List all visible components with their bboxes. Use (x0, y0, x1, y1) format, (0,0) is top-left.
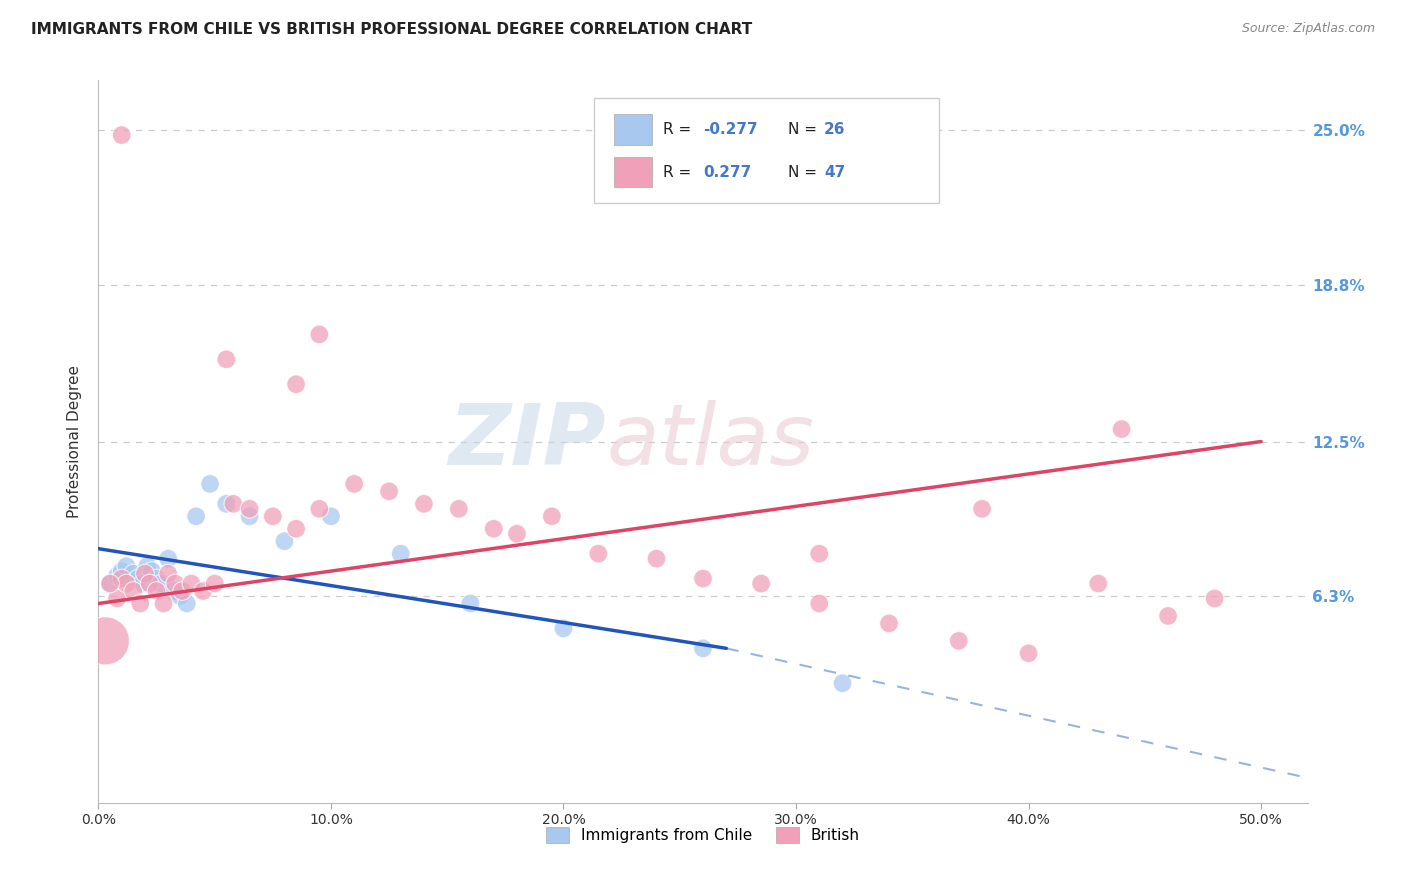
Y-axis label: Professional Degree: Professional Degree (67, 365, 83, 518)
Point (127, 572, 149, 586)
Point (482, 522, 505, 536)
Point (1087, 576, 1109, 591)
FancyBboxPatch shape (613, 157, 652, 187)
Point (319, 509, 342, 524)
Text: R =: R = (664, 164, 696, 179)
Point (506, 526, 529, 541)
Point (749, 576, 772, 591)
Point (645, 551, 668, 566)
Point (808, 597, 831, 611)
Point (540, 509, 562, 524)
Point (239, 501, 262, 516)
Point (970, 501, 993, 516)
Point (122, 584, 145, 599)
Point (191, 584, 214, 599)
Text: R =: R = (664, 122, 696, 136)
Point (98, 576, 121, 591)
Point (460, 597, 482, 611)
Point (285, 522, 308, 536)
Point (169, 589, 191, 603)
Point (105, 591, 128, 606)
Text: ZIP: ZIP (449, 400, 606, 483)
Point (1157, 609, 1180, 624)
FancyBboxPatch shape (613, 114, 652, 145)
Point (308, 327, 330, 342)
Point (111, 128, 134, 142)
Point (204, 576, 226, 591)
Point (215, 497, 238, 511)
Point (145, 572, 167, 586)
Text: IMMIGRANTS FROM CHILE VS BRITISH PROFESSIONAL DEGREE CORRELATION CHART: IMMIGRANTS FROM CHILE VS BRITISH PROFESS… (31, 22, 752, 37)
Point (343, 476, 366, 491)
Point (308, 501, 330, 516)
Point (115, 559, 138, 574)
Point (176, 597, 198, 611)
Point (1111, 422, 1133, 436)
Point (165, 576, 187, 591)
Point (162, 584, 184, 599)
Text: Source: ZipAtlas.com: Source: ZipAtlas.com (1241, 22, 1375, 36)
Point (948, 633, 970, 648)
Text: N =: N = (787, 122, 821, 136)
Point (136, 559, 159, 574)
Point (588, 547, 610, 561)
Point (198, 476, 221, 491)
Point (378, 484, 401, 499)
Point (222, 497, 245, 511)
Point (447, 501, 470, 516)
Point (215, 352, 238, 367)
Point (1018, 646, 1040, 660)
Text: 0.277: 0.277 (703, 164, 751, 179)
Point (831, 676, 853, 690)
Text: N =: N = (787, 164, 821, 179)
Point (152, 597, 174, 611)
Legend: Immigrants from Chile, British: Immigrants from Chile, British (540, 822, 866, 849)
Point (877, 616, 900, 631)
Point (138, 576, 160, 591)
Point (157, 566, 180, 581)
Point (692, 641, 714, 656)
Point (141, 564, 163, 578)
FancyBboxPatch shape (595, 98, 939, 203)
Point (129, 597, 152, 611)
Point (115, 576, 138, 591)
Point (150, 576, 173, 591)
Point (122, 566, 145, 581)
Point (145, 584, 167, 599)
Point (94, 633, 117, 648)
Point (180, 576, 202, 591)
Point (389, 547, 412, 561)
Point (111, 564, 134, 578)
Point (808, 547, 831, 561)
Point (184, 509, 207, 524)
Point (134, 566, 156, 581)
Point (131, 576, 153, 591)
Text: atlas: atlas (606, 400, 814, 483)
Point (262, 509, 284, 524)
Point (273, 534, 295, 549)
Text: 26: 26 (824, 122, 845, 136)
Point (98, 576, 121, 591)
Point (172, 584, 194, 599)
Text: -0.277: -0.277 (703, 122, 758, 136)
Point (553, 621, 575, 635)
Point (239, 509, 262, 524)
Point (413, 497, 436, 511)
Point (111, 572, 134, 586)
Point (692, 572, 714, 586)
Point (105, 569, 128, 583)
Text: 47: 47 (824, 164, 845, 179)
Point (1204, 591, 1226, 606)
Point (157, 551, 180, 566)
Point (285, 377, 308, 392)
